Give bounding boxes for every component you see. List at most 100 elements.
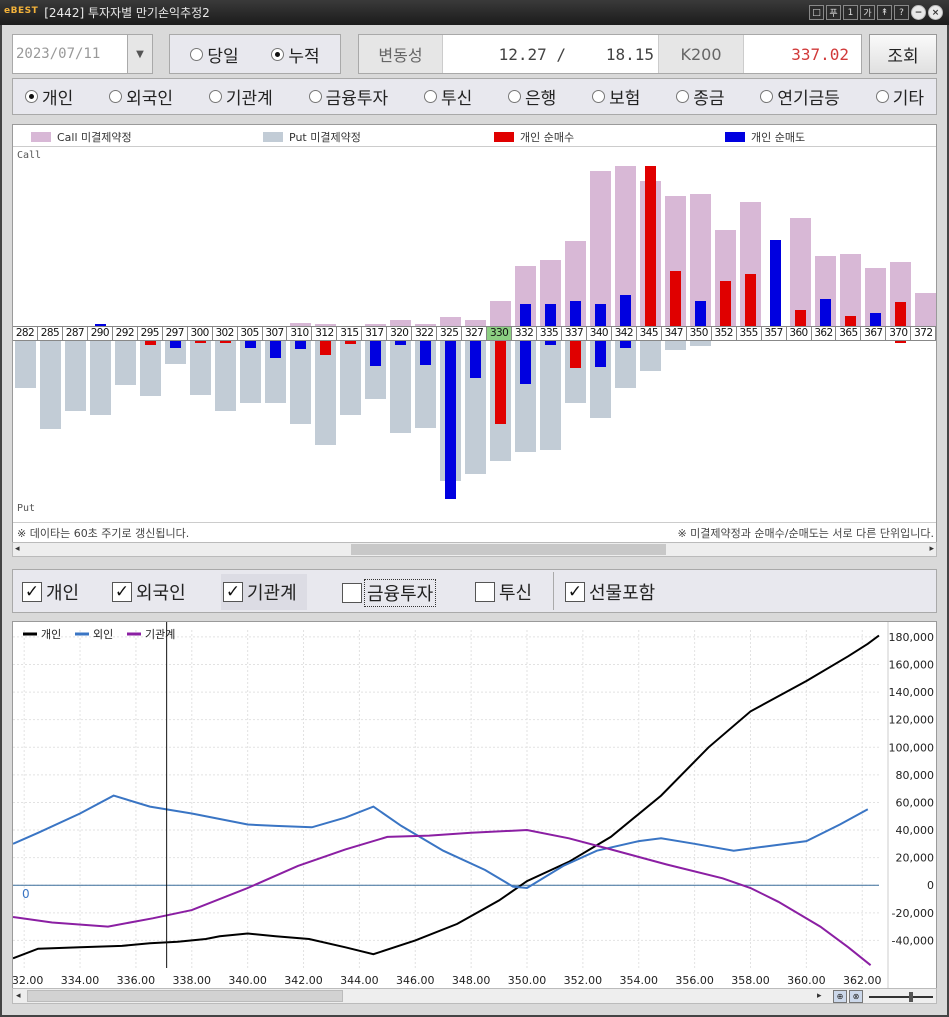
call-net-buy-bar [670,271,681,326]
scroll-right-icon[interactable]: ▸ [817,991,822,1001]
investor-radio-merchant-bank[interactable]: 종금 [676,84,725,109]
checkbox-checked[interactable]: ✓ [223,582,243,602]
call-oi-bar [415,324,436,326]
window-link-button[interactable]: 1 [843,5,858,20]
window-font-button[interactable]: 가 [860,5,875,20]
put-net-sell-bar [520,341,531,384]
query-button[interactable]: 조회 [869,34,937,74]
y-tick-label: 80,000 [896,769,935,782]
put-oi-bar [615,341,636,388]
investor-radio-institution[interactable]: 기관계 [208,84,273,109]
strike-330: 330 [487,326,513,341]
zoom-in-icon[interactable]: ⊕ [833,990,847,1003]
strike-302: 302 [212,326,238,341]
filter-label: 외국인 [136,583,186,604]
strike-305: 305 [237,326,263,341]
window-push-button[interactable]: 푸 [826,5,841,20]
investor-radio-other[interactable]: 기타 [875,84,924,109]
strike-345: 345 [636,326,662,341]
investor-radio-pension[interactable]: 연기금등 [760,84,840,109]
radio-dot-selected[interactable] [271,47,285,61]
call-oi-bar [465,320,486,326]
pnl-horizontal-scrollbar[interactable]: ◂ ▸ ⊕ ⊗ [12,988,937,1004]
radio-dot[interactable] [208,90,222,103]
radio-dot[interactable] [109,90,123,103]
scroll-thumb[interactable] [27,990,343,1002]
slider-knob[interactable] [909,992,913,1002]
y-tick-label: 100,000 [889,741,935,754]
investor-radio-insurance[interactable]: 보험 [592,84,640,109]
put-net-sell-bar [470,341,481,378]
minimize-icon[interactable]: − [911,5,926,20]
y-axis-panel [889,622,936,988]
radio-dot[interactable] [875,90,889,103]
zoom-reset-icon[interactable]: ⊗ [849,990,863,1003]
checkbox-checked[interactable]: ✓ [112,582,132,602]
radio-dot[interactable] [308,90,322,103]
radio-dot[interactable] [592,90,606,103]
window-restore-button[interactable]: □ [809,5,824,20]
put-net-sell-bar [395,341,406,345]
window-buttons: □ 푸 1 가 ↟ ? − × [809,5,943,20]
radio-dot[interactable] [423,90,437,103]
investor-radio-trust[interactable]: 투신 [423,84,472,109]
x-tick-label: 344.00 [340,974,379,987]
filter-trust[interactable]: 투신 [475,579,534,605]
scroll-left-icon[interactable]: ◂ [15,544,20,554]
call-net-buy-bar [645,166,656,326]
x-tick-label: 338.00 [173,974,212,987]
date-picker[interactable]: 2023/07/11 ▼ [12,34,153,74]
filter-institution[interactable]: ✓ 기관계 [221,574,307,610]
put-net-sell-bar [595,341,606,367]
investor-label: 종금 [693,89,725,109]
x-tick-label: 336.00 [117,974,156,987]
scroll-thumb[interactable] [351,544,666,555]
date-value[interactable]: 2023/07/11 [16,46,101,62]
oi-horizontal-scrollbar[interactable]: ◂ ▸ [12,542,937,557]
volatility-value-2[interactable]: 18.15 [605,44,654,64]
checkbox[interactable] [342,583,362,603]
mode-radio-cumulative[interactable]: 누적 [271,42,320,67]
investor-radio-individual[interactable]: 개인 [25,84,73,109]
x-tick-label: 358.00 [731,974,770,987]
radio-dot-selected[interactable] [25,90,38,103]
strike-350: 350 [686,326,712,341]
radio-dot[interactable] [508,90,522,103]
investor-radio-foreign[interactable]: 외국인 [109,84,173,109]
strike-282: 282 [13,326,38,341]
filter-foreign[interactable]: ✓ 외국인 [112,579,188,605]
window-pin-button[interactable]: ↟ [877,5,892,20]
filter-include-futures[interactable]: ✓ 선물포함 [565,579,657,605]
put-oi-bar [290,341,311,424]
call-net-sell-bar [595,304,606,326]
put-oi-bar [90,341,111,415]
investor-radio-financial[interactable]: 금융투자 [308,84,388,109]
radio-dot[interactable] [190,47,204,61]
zoom-slider[interactable] [869,992,933,1002]
checkbox-checked[interactable]: ✓ [22,582,42,602]
filter-individual[interactable]: ✓ 개인 [22,579,81,605]
call-net-sell-bar [620,295,631,326]
title-bar: eBEST [2442] 투자자별 만기손익추정2 □ 푸 1 가 ↟ ? − … [0,0,949,25]
investor-radio-bank[interactable]: 은행 [508,84,556,109]
close-icon[interactable]: × [928,5,943,20]
put-net-sell-bar [270,341,281,358]
checkbox[interactable] [475,582,495,602]
radio-dot[interactable] [760,90,774,103]
strike-337: 337 [561,326,587,341]
put-net-sell-bar [620,341,631,348]
put-label: Put [17,503,36,514]
checkbox-checked[interactable]: ✓ [565,582,585,602]
radio-dot[interactable] [676,90,690,103]
scroll-right-icon[interactable]: ▸ [929,544,934,554]
strike-317: 317 [362,326,388,341]
scroll-left-icon[interactable]: ◂ [16,991,21,1001]
window-help-button[interactable]: ? [894,5,909,20]
filter-financial[interactable]: 금융투자 [342,579,437,607]
volatility-value-1[interactable]: 12.27 / [498,44,566,64]
index-label: K200 [658,35,744,73]
refresh-note: ※ 데이타는 60초 주기로 갱신됩니다. [17,527,190,540]
mode-radio-daily[interactable]: 당일 [190,42,239,67]
chevron-down-icon[interactable]: ▼ [127,35,152,73]
put-net-sell-bar [545,341,556,345]
